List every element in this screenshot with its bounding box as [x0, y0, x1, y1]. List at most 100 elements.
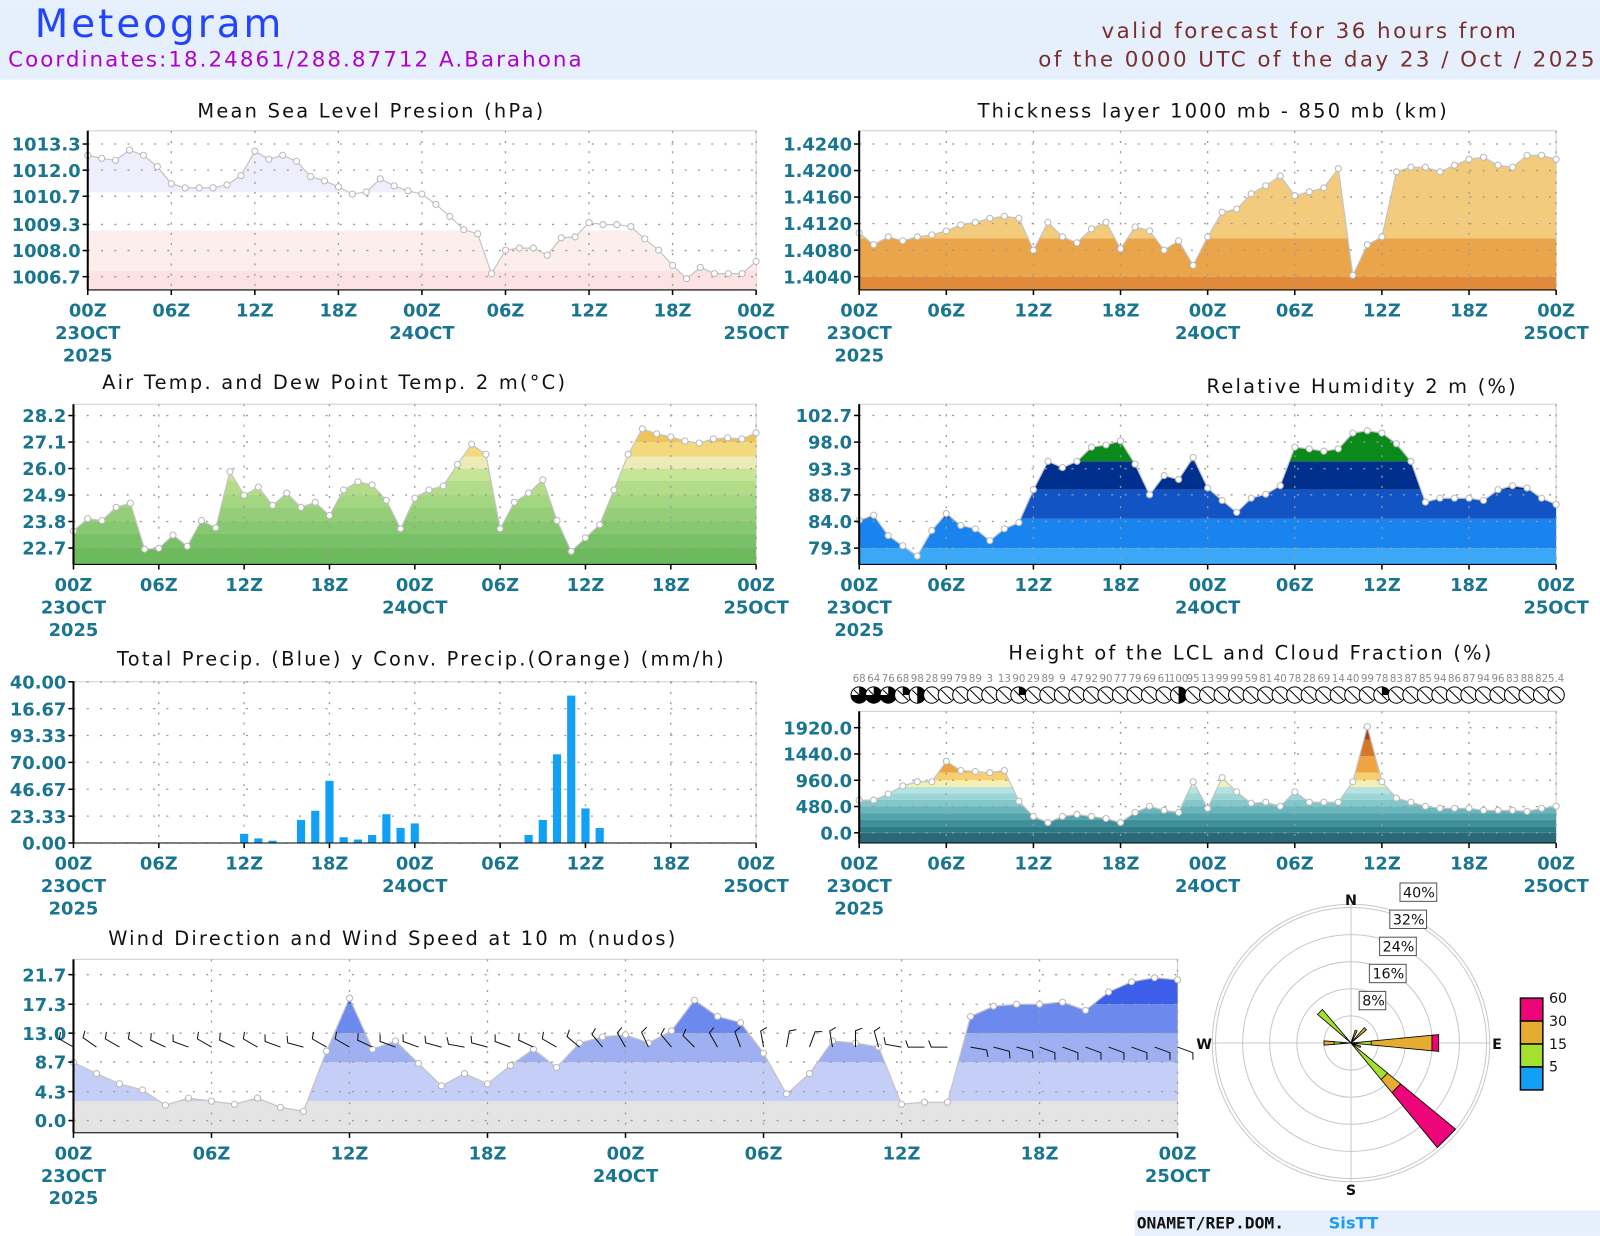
x-tick-label: 18Z: [1450, 854, 1488, 875]
data-point: [404, 187, 412, 195]
x-tick-label: 18Z: [652, 854, 690, 875]
wind-barb-icon: [494, 1034, 511, 1048]
data-point: [195, 184, 203, 192]
data-point: [84, 515, 92, 523]
thickness-title: Thickness layer 1000 mb - 850 mb (km): [977, 99, 1449, 122]
data-point: [920, 1098, 929, 1106]
data-point: [169, 531, 177, 539]
cloud-symbol-stroke: [1361, 689, 1373, 701]
data-point: [613, 221, 621, 229]
data-point: [596, 521, 604, 529]
data-point: [571, 233, 579, 241]
wind-barb-icon: [883, 1037, 902, 1048]
wind-barb-icon: [58, 1031, 74, 1048]
cloud-fraction-label: 69: [1143, 674, 1156, 685]
data-point: [414, 1059, 423, 1067]
cloud-symbol-stroke: [853, 689, 865, 701]
data-point: [696, 263, 704, 271]
footer-band: [1134, 1210, 1600, 1236]
cloud-fraction-label: 87: [1404, 674, 1417, 685]
data-point: [1175, 808, 1183, 816]
data-point: [782, 1090, 791, 1098]
cloud-fraction-label: 64: [867, 674, 880, 685]
compass-label-s: S: [1346, 1183, 1356, 1199]
cloud-fraction-label: 90: [1100, 674, 1113, 685]
cloud-fraction-label: 13: [1201, 674, 1214, 685]
wind-barb-icon: [993, 1046, 1011, 1059]
y-tick-label: 98.0: [808, 433, 852, 454]
data-point: [320, 177, 329, 185]
data-point: [345, 994, 354, 1002]
x-tick-label: 25OCT: [1523, 597, 1589, 618]
data-point: [1450, 494, 1459, 502]
y-tick-label: 960.0: [796, 771, 852, 792]
wind-barb-icon: [1108, 1046, 1125, 1060]
mslp-title: Mean Sea Level Presion (hPa): [197, 99, 545, 122]
compass-label-e: E: [1492, 1037, 1502, 1053]
cloud-symbol-stroke: [926, 689, 938, 701]
data-point: [348, 190, 356, 198]
x-tick-label: 18Z: [1102, 300, 1140, 321]
wind-barb-icon: [1016, 1046, 1034, 1059]
y-tick-label: 1010.7: [12, 187, 81, 208]
data-point: [1102, 218, 1110, 226]
cloud-fraction-label: 28: [1303, 674, 1316, 685]
data-point: [223, 181, 231, 189]
data-point: [1146, 802, 1154, 810]
x-tick-label: 00Z: [1189, 300, 1227, 321]
ring-label-box: [1358, 990, 1387, 1011]
data-point: [184, 1094, 193, 1102]
y-tick-label: 480.0: [796, 797, 852, 818]
cloud-symbol-stroke: [1274, 689, 1286, 701]
y-tick-label: 21.7: [22, 965, 66, 986]
data-point: [1378, 429, 1386, 437]
wind-barb-icon: [82, 1030, 97, 1048]
rose-petal: [1353, 1040, 1372, 1046]
data-point: [943, 1098, 952, 1106]
x-tick-label: 12Z: [1015, 300, 1053, 321]
x-tick-label: 2025: [834, 345, 884, 366]
data-point: [1508, 482, 1517, 490]
data-point: [98, 154, 106, 162]
data-point: [1291, 788, 1299, 796]
data-point: [1334, 164, 1342, 173]
data-point: [1218, 496, 1226, 505]
precip-bar: [311, 810, 320, 843]
data-point: [1160, 246, 1168, 254]
data-point: [1538, 151, 1546, 159]
data-point: [1175, 475, 1183, 484]
data-point: [1102, 441, 1110, 449]
x-tick-label: 12Z: [1363, 300, 1401, 321]
x-tick-label: 25OCT: [1145, 1166, 1211, 1187]
rose-petal: [1340, 1041, 1352, 1045]
cloud-symbol-stroke: [1507, 689, 1519, 701]
wind-barb-icon: [1039, 1046, 1056, 1060]
data-point: [971, 768, 979, 776]
data-point: [1116, 245, 1125, 253]
data-point: [1204, 484, 1212, 492]
y-tick-label: 28.2: [22, 406, 66, 427]
data-point: [957, 221, 965, 229]
x-tick-label: 2025: [49, 898, 99, 919]
wind-rose: N S E W 8% 16% 24% 32% 40% 60 30 15 5: [1196, 882, 1567, 1199]
data-point: [624, 450, 632, 458]
x-tick-label: 25OCT: [1523, 323, 1589, 344]
data-point: [1073, 239, 1081, 247]
x-tick-label: 00Z: [1189, 854, 1227, 875]
data-point: [1146, 227, 1154, 235]
y-tick-label: 1920.0: [783, 718, 852, 739]
data-point: [713, 1012, 722, 1021]
cloud-symbol-stroke: [1260, 689, 1272, 701]
data-point: [567, 547, 575, 555]
data-point: [1450, 804, 1459, 812]
y-tick-label: 1.4120: [783, 214, 852, 235]
data-point: [1436, 168, 1444, 176]
cloud-fraction-label: 40: [1274, 674, 1287, 685]
cloud-fraction-label: 94: [1477, 674, 1490, 685]
cloud-symbol-stroke: [940, 689, 952, 701]
data-point: [1029, 486, 1037, 494]
rose-petal: [1351, 1029, 1358, 1041]
data-point: [598, 1033, 607, 1041]
data-point: [1276, 482, 1284, 490]
